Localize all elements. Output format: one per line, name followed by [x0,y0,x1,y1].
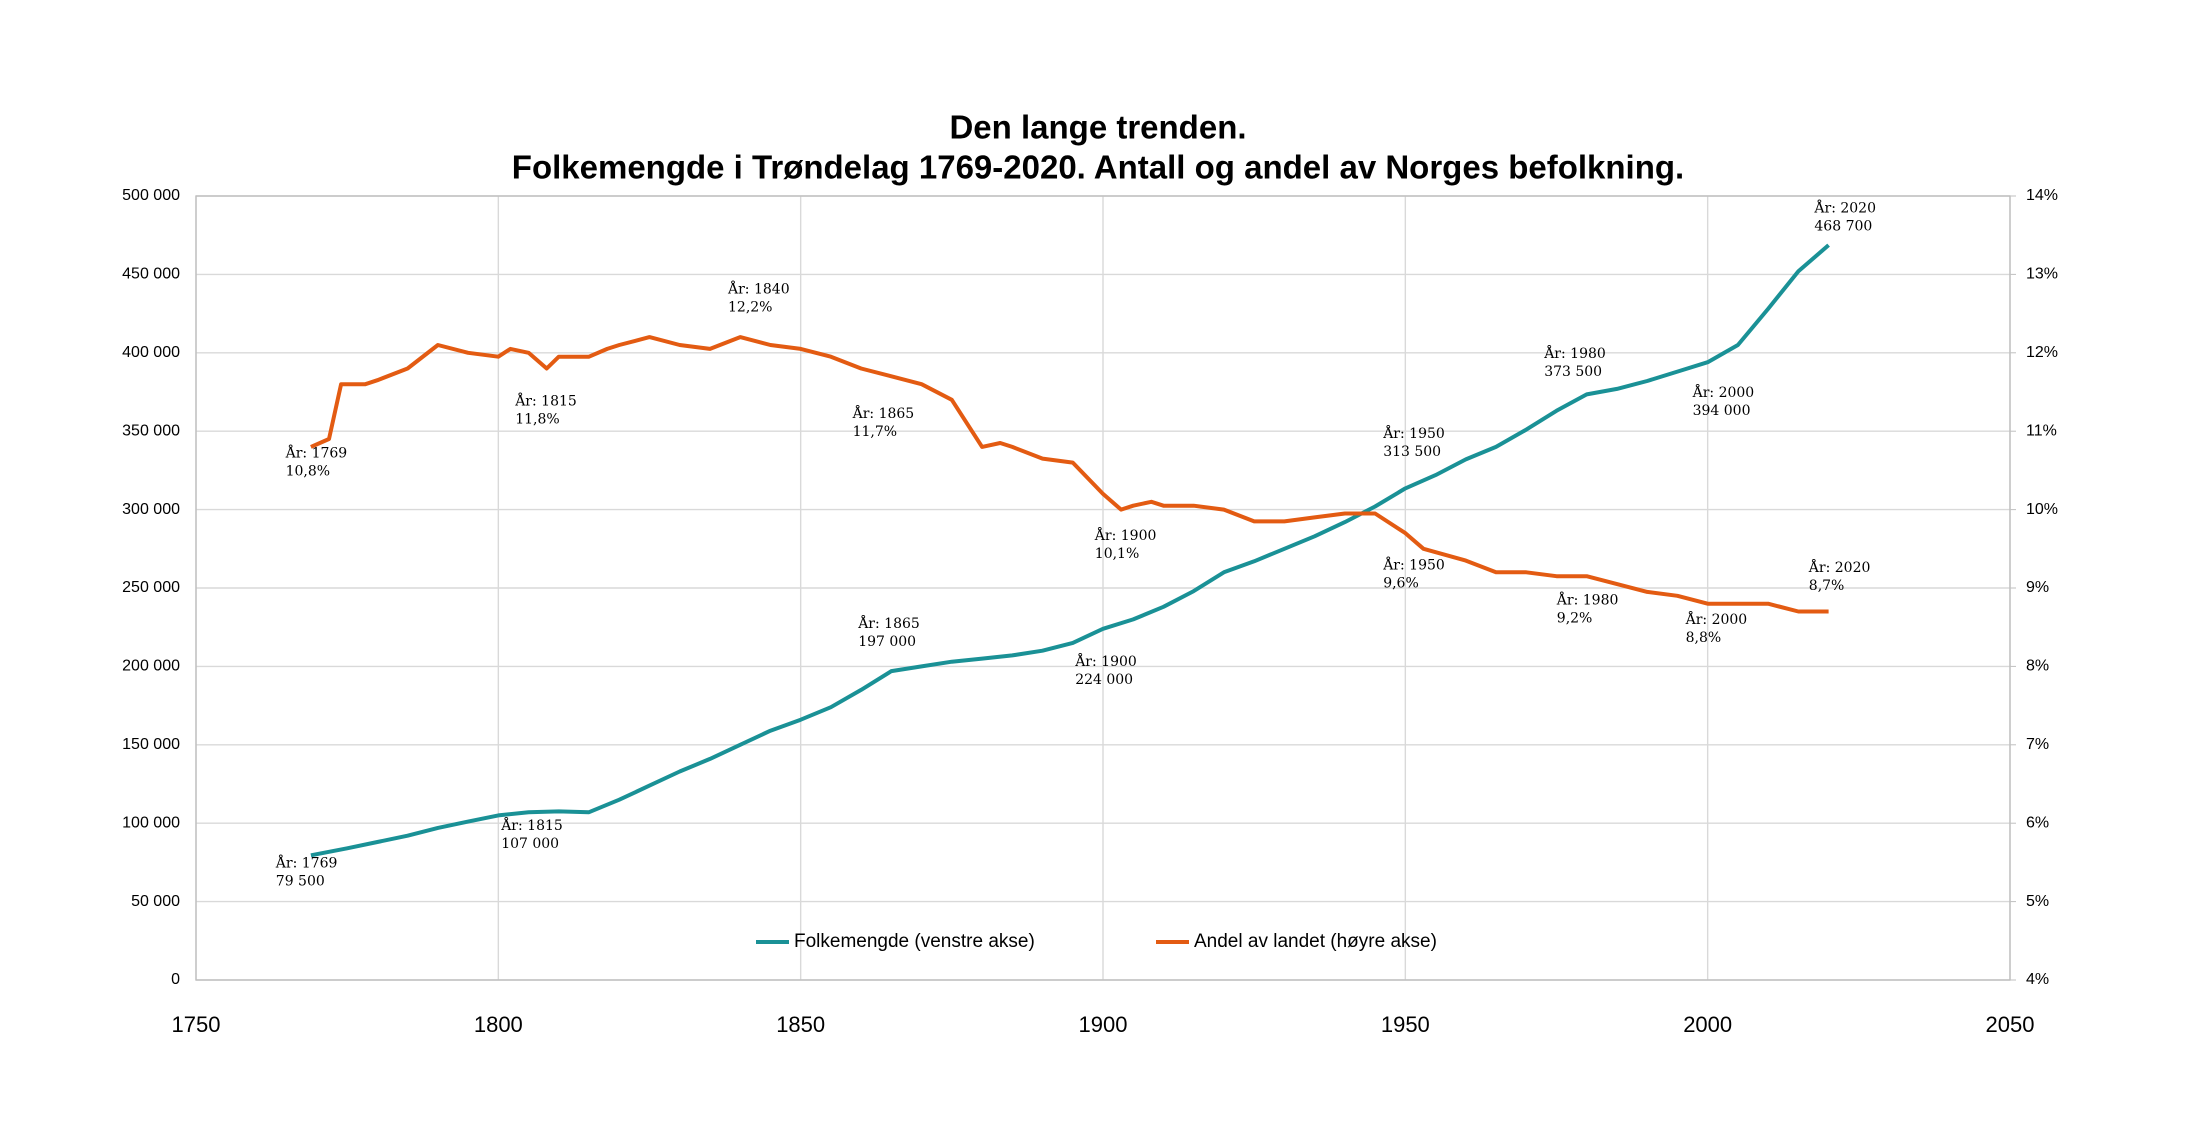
y-tick-label: 150 000 [122,736,180,753]
annotation: 11,8% [515,412,559,428]
y2-tick-label: 11% [2026,422,2057,439]
y2-tick-label: 8% [2026,658,2049,675]
annotation: 468 700 [1814,218,1872,234]
annotation: År: 1950 [1382,424,1445,442]
x-tick-label: 1950 [1381,1012,1430,1037]
plot-border [195,195,2011,981]
x-tick-label: 1750 [172,1012,221,1037]
y-tick-label: 100 000 [122,814,180,831]
annotation: År: 1900 [1094,526,1157,544]
annotation: 224 000 [1075,672,1133,688]
x-tick-label: 2050 [1986,1012,2035,1037]
y2-tick-label: 7% [2026,736,2049,753]
y-tick-label: 350 000 [122,422,180,439]
x-tick-label: 1850 [776,1012,825,1037]
annotation: 79 500 [276,874,325,890]
annotation: År: 1980 [1556,590,1619,608]
annotation: År: 1900 [1074,652,1137,670]
annotation: År: 1769 [275,854,338,872]
annotation: År: 1865 [852,404,915,422]
annotation: År: 1769 [285,443,348,461]
annotation: År: 2020 [1813,198,1876,216]
y2-tick-label: 12% [2026,344,2058,361]
y2-tick-label: 14% [2026,187,2058,204]
y2-tick-label: 4% [2026,971,2049,988]
annotation: 8,8% [1686,630,1722,646]
annotation: 373 500 [1544,364,1602,380]
y-tick-label: 250 000 [122,579,180,596]
series-line [310,243,1830,858]
annotation: År: 1815 [500,816,563,834]
chart-title: Folkemengde i Trøndelag 1769-2020. Antal… [512,149,1684,186]
annotation: År: 1865 [857,614,920,632]
annotation: 313 500 [1383,444,1441,460]
y2-tick-label: 9% [2026,579,2049,596]
y2-tick-label: 6% [2026,814,2049,831]
annotation: 10,8% [286,463,330,479]
annotation: År: 2020 [1808,558,1871,576]
annotation: År: 2000 [1692,383,1755,401]
series-line [310,335,1829,614]
y-tick-label: 50 000 [131,893,180,910]
annotation: 394 000 [1693,403,1751,419]
y2-tick-label: 5% [2026,893,2049,910]
annotation: År: 1980 [1543,344,1606,362]
annotation: År: 1815 [514,392,577,410]
annotation: 11,7% [853,424,897,440]
y-tick-label: 0 [171,971,180,988]
annotation: 107 000 [501,836,559,852]
x-tick-label: 1800 [474,1012,523,1037]
annotation: 10,1% [1095,546,1139,562]
x-tick-label: 1900 [1079,1012,1128,1037]
annotation: År: 1840 [727,280,790,298]
annotation: 197 000 [858,634,916,650]
x-tick-label: 2000 [1683,1012,1732,1037]
y-tick-label: 400 000 [122,344,180,361]
annotation: År: 1950 [1382,555,1445,573]
annotation: År: 2000 [1685,610,1748,628]
annotation: 9,2% [1557,610,1593,626]
y2-tick-label: 10% [2026,501,2058,518]
y-tick-label: 450 000 [122,266,180,283]
chart-title: Den lange trenden. [949,109,1246,146]
annotation: 12,2% [728,300,772,316]
y-tick-label: 500 000 [122,187,180,204]
annotation: 8,7% [1809,578,1845,594]
legend-label: Andel av landet (høyre akse) [1194,931,1437,952]
legend-label: Folkemengde (venstre akse) [794,931,1035,952]
y2-tick-label: 13% [2026,266,2058,283]
y-tick-label: 200 000 [122,658,180,675]
annotation: 9,6% [1383,575,1419,591]
y-tick-label: 300 000 [122,501,180,518]
